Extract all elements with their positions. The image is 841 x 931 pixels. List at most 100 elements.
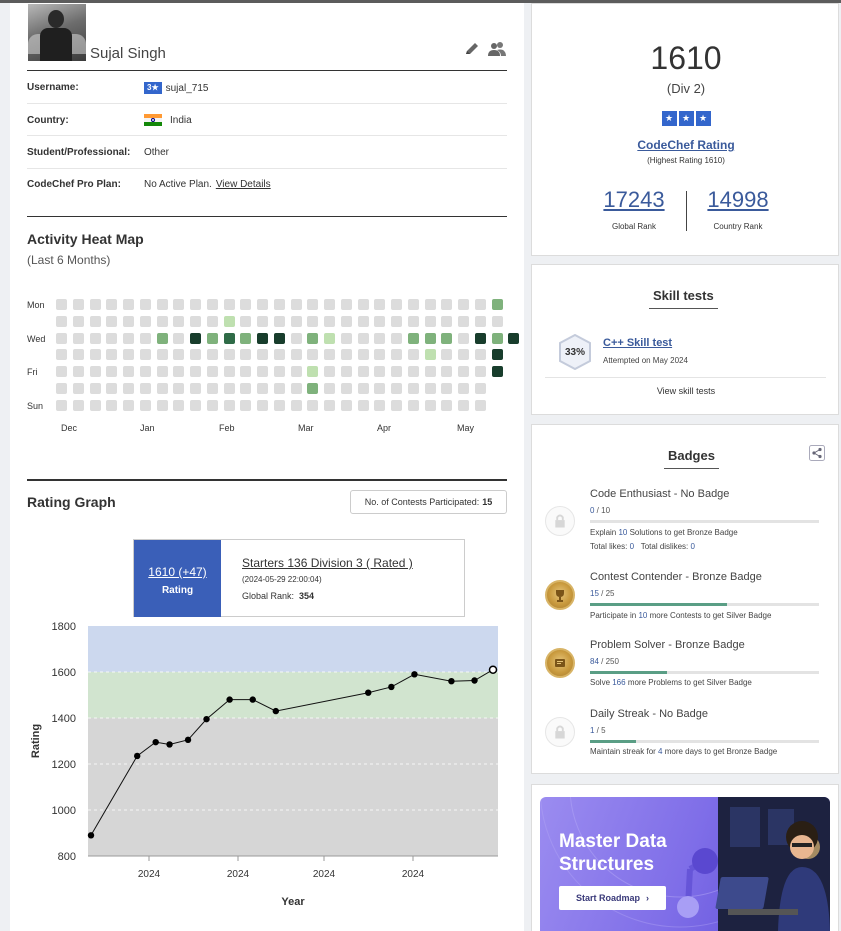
heatmap-cell[interactable]	[106, 382, 118, 394]
heatmap-cell[interactable]	[441, 366, 453, 377]
heatmap-cell[interactable]	[441, 315, 453, 327]
heatmap-cell[interactable]	[391, 332, 402, 344]
start-roadmap-button[interactable]: Start Roadmap ›	[559, 886, 666, 910]
heatmap-cell[interactable]	[474, 349, 486, 361]
skill-test-link[interactable]: C++ Skill test	[603, 337, 673, 349]
heatmap-cell[interactable]	[357, 382, 369, 394]
heatmap-cell[interactable]	[391, 299, 402, 310]
codechef-rating-link[interactable]: CodeChef Rating	[637, 138, 735, 152]
heatmap-cell[interactable]	[206, 349, 218, 361]
heatmap-cell[interactable]	[340, 315, 352, 327]
heatmap-cell[interactable]	[290, 382, 302, 394]
heatmap-cell[interactable]	[324, 382, 335, 394]
heatmap-cell[interactable]	[441, 299, 453, 310]
heatmap-cell[interactable]	[307, 315, 319, 327]
heatmap-cell[interactable]	[374, 399, 386, 411]
heatmap-cell[interactable]	[72, 315, 84, 327]
heatmap-cell[interactable]	[458, 349, 469, 361]
heatmap-cell[interactable]	[391, 315, 402, 327]
heatmap-cell[interactable]	[240, 349, 252, 361]
heatmap-cell[interactable]	[240, 399, 252, 411]
heatmap-cell[interactable]	[340, 382, 352, 394]
heatmap-cell[interactable]	[340, 399, 352, 411]
heatmap-cell[interactable]	[374, 382, 386, 394]
heatmap-cell[interactable]	[56, 315, 67, 327]
heatmap-cell[interactable]	[240, 332, 252, 344]
tooltip-rating[interactable]: 1610 (+47)	[148, 565, 207, 579]
heatmap-cell[interactable]	[156, 382, 168, 394]
heatmap-cell[interactable]	[458, 315, 469, 327]
heatmap-cell[interactable]	[491, 349, 503, 361]
heatmap-cell[interactable]	[357, 332, 369, 344]
heatmap-cell[interactable]	[89, 382, 101, 394]
heatmap-cell[interactable]	[407, 349, 419, 361]
heatmap-cell[interactable]	[257, 299, 268, 310]
heatmap-cell[interactable]	[458, 382, 469, 394]
heatmap-cell[interactable]	[491, 299, 503, 310]
heatmap-cell[interactable]	[206, 399, 218, 411]
heatmap-cell[interactable]	[257, 399, 268, 411]
heatmap-cell[interactable]	[173, 399, 185, 411]
heatmap-cell[interactable]	[106, 366, 118, 377]
heatmap-cell[interactable]	[223, 315, 235, 327]
heatmap-cell[interactable]	[458, 399, 469, 411]
heatmap-cell[interactable]	[106, 315, 118, 327]
heatmap-cell[interactable]	[324, 315, 335, 327]
heatmap-cell[interactable]	[89, 399, 101, 411]
heatmap-cell[interactable]	[391, 349, 402, 361]
heatmap-cell[interactable]	[173, 366, 185, 377]
heatmap-cell[interactable]	[491, 366, 503, 377]
heatmap-cell[interactable]	[156, 349, 168, 361]
heatmap-cell[interactable]	[458, 332, 469, 344]
heatmap-cell[interactable]	[257, 382, 268, 394]
heatmap-cell[interactable]	[474, 299, 486, 310]
heatmap-cell[interactable]	[173, 349, 185, 361]
heatmap-cell[interactable]	[458, 366, 469, 377]
heatmap-cell[interactable]	[123, 349, 134, 361]
heatmap-cell[interactable]	[190, 299, 201, 310]
heatmap-cell[interactable]	[123, 399, 134, 411]
friends-icon[interactable]	[488, 41, 506, 57]
heatmap-cell[interactable]	[240, 366, 252, 377]
heatmap-cell[interactable]	[307, 399, 319, 411]
global-rank-value[interactable]: 17243	[603, 187, 665, 212]
heatmap-cell[interactable]	[273, 366, 285, 377]
heatmap-cell[interactable]	[106, 349, 118, 361]
heatmap-cell[interactable]	[89, 349, 101, 361]
heatmap-cell[interactable]	[491, 315, 503, 327]
heatmap-cell[interactable]	[206, 366, 218, 377]
heatmap-cell[interactable]	[441, 349, 453, 361]
heatmap-cell[interactable]	[56, 399, 67, 411]
heatmap-cell[interactable]	[290, 349, 302, 361]
heatmap-cell[interactable]	[123, 332, 134, 344]
heatmap-cell[interactable]	[139, 399, 151, 411]
heatmap-cell[interactable]	[340, 299, 352, 310]
heatmap-cell[interactable]	[139, 366, 151, 377]
heatmap-cell[interactable]	[273, 399, 285, 411]
heatmap-cell[interactable]	[139, 299, 151, 310]
heatmap-cell[interactable]	[139, 315, 151, 327]
heatmap-cell[interactable]	[72, 349, 84, 361]
heatmap-cell[interactable]	[290, 315, 302, 327]
heatmap-cell[interactable]	[190, 332, 201, 344]
heatmap-cell[interactable]	[424, 399, 436, 411]
heatmap-cell[interactable]	[407, 382, 419, 394]
heatmap-cell[interactable]	[72, 382, 84, 394]
heatmap-cell[interactable]	[407, 299, 419, 310]
heatmap-cell[interactable]	[72, 299, 84, 310]
heatmap-cell[interactable]	[223, 399, 235, 411]
heatmap-cell[interactable]	[223, 332, 235, 344]
heatmap-cell[interactable]	[407, 366, 419, 377]
heatmap-cell[interactable]	[89, 332, 101, 344]
heatmap-cell[interactable]	[190, 349, 201, 361]
heatmap-cell[interactable]	[357, 349, 369, 361]
heatmap-cell[interactable]	[273, 315, 285, 327]
heatmap-cell[interactable]	[391, 399, 402, 411]
heatmap-cell[interactable]	[56, 299, 67, 310]
heatmap-cell[interactable]	[72, 399, 84, 411]
heatmap-cell[interactable]	[357, 299, 369, 310]
heatmap-cell[interactable]	[56, 332, 67, 344]
heatmap-cell[interactable]	[474, 399, 486, 411]
heatmap-cell[interactable]	[190, 382, 201, 394]
heatmap-cell[interactable]	[206, 315, 218, 327]
